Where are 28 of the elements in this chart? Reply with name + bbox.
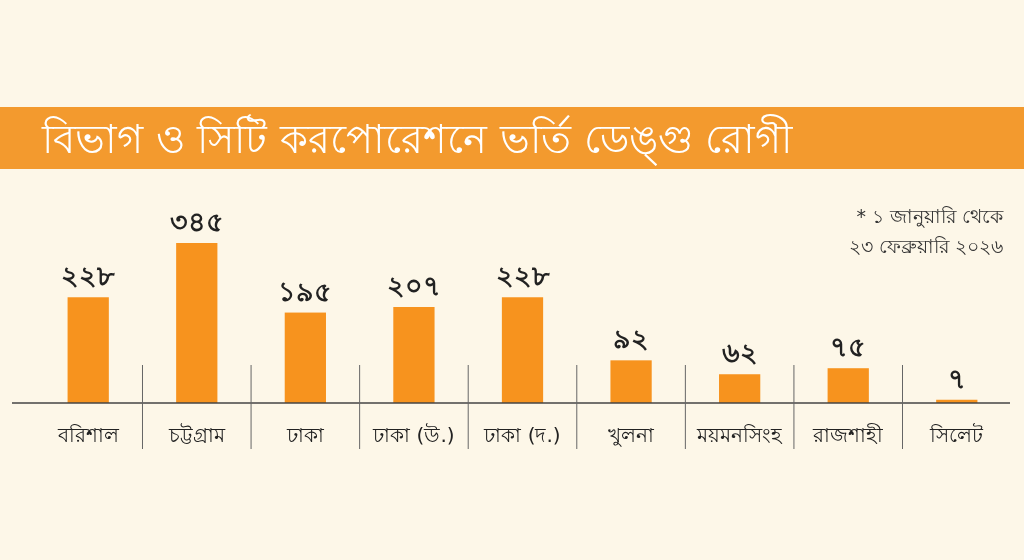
data-label: ৯২: [613, 323, 650, 355]
data-label: ১৯৫: [278, 275, 333, 307]
data-label: ২০৭: [386, 270, 441, 301]
x-tick-label: রাজশাহী: [812, 423, 884, 447]
bar: [827, 368, 869, 403]
bar: [284, 312, 326, 403]
x-tick-label: ঢাকা: [285, 423, 325, 447]
bar: [176, 243, 218, 403]
data-label: ৭৫: [830, 331, 867, 363]
bar: [501, 297, 544, 403]
data-label: ৭: [947, 362, 966, 394]
data-label: ৬২: [721, 337, 758, 369]
bar: [610, 360, 652, 403]
annotation: * ১ জানুয়ারি থেকে ২৩ ফেব্রুয়ারি ২০২৬: [848, 205, 1004, 257]
x-tick-label: ময়মনসিংহ: [696, 423, 784, 447]
data-label: ২২৮: [495, 260, 550, 292]
chart-title: বিভাগ ও সিটি করপোরেশনে ভর্তি ডেঙ্গু রোগী: [41, 114, 794, 166]
x-tick-label: খুলনা: [608, 423, 656, 447]
x-tick-label: সিলেট: [929, 423, 985, 447]
data-label: ৩৪৫: [169, 206, 224, 237]
x-tick-label: চট্টগ্রাম: [167, 423, 226, 447]
data-label: ২২৮: [61, 260, 116, 292]
x-tick-label: বরিশাল: [56, 423, 120, 447]
bar: [393, 307, 435, 403]
x-tick-label: ঢাকা (দ.): [483, 423, 561, 447]
bar: [719, 374, 761, 403]
bar: [67, 297, 109, 403]
x-tick-label: ঢাকা (উ.): [372, 423, 455, 447]
